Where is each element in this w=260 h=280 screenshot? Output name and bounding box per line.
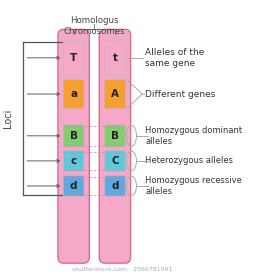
FancyBboxPatch shape — [63, 41, 84, 75]
Text: Different genes: Different genes — [145, 90, 216, 99]
FancyBboxPatch shape — [105, 80, 125, 108]
Text: Homozygous dominant
alleles: Homozygous dominant alleles — [145, 126, 243, 146]
Text: C: C — [111, 156, 119, 166]
Text: d: d — [70, 181, 77, 191]
Text: shutterstock.com · 2560781091: shutterstock.com · 2560781091 — [72, 267, 172, 272]
FancyBboxPatch shape — [105, 151, 125, 171]
FancyBboxPatch shape — [99, 29, 131, 263]
FancyBboxPatch shape — [105, 125, 125, 147]
Text: Loci: Loci — [3, 109, 12, 128]
FancyBboxPatch shape — [105, 41, 125, 75]
Text: B: B — [111, 131, 119, 141]
FancyBboxPatch shape — [63, 176, 84, 196]
Text: T: T — [70, 53, 77, 63]
FancyBboxPatch shape — [58, 29, 89, 263]
Text: Homozygous recessive
alleles: Homozygous recessive alleles — [145, 176, 242, 196]
FancyBboxPatch shape — [105, 176, 125, 196]
Text: B: B — [70, 131, 78, 141]
Text: Heterozygous alleles: Heterozygous alleles — [145, 157, 233, 165]
Text: c: c — [70, 156, 77, 166]
FancyBboxPatch shape — [63, 80, 84, 108]
Text: A: A — [111, 89, 119, 99]
Text: a: a — [70, 89, 77, 99]
FancyBboxPatch shape — [63, 125, 84, 147]
Text: d: d — [111, 181, 119, 191]
FancyBboxPatch shape — [63, 151, 84, 171]
Text: Alleles of the
same gene: Alleles of the same gene — [145, 48, 205, 68]
Text: t: t — [112, 53, 118, 63]
Text: Homologus
Chromosomes: Homologus Chromosomes — [63, 16, 125, 36]
